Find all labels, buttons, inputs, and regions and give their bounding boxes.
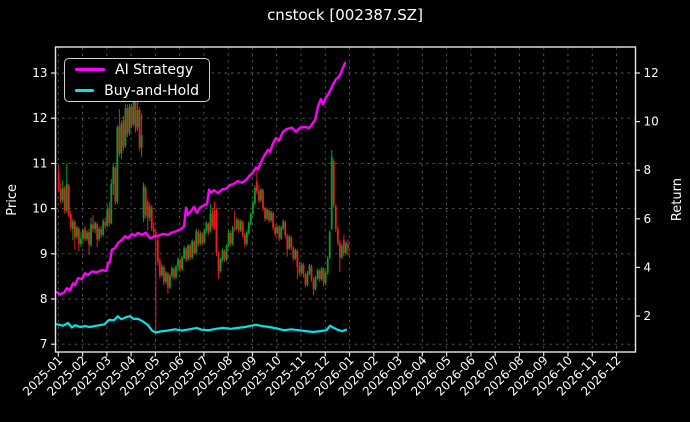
svg-text:4: 4	[644, 260, 652, 274]
y-axis-label-right-wrap: Return	[670, 47, 685, 352]
svg-text:9: 9	[40, 247, 48, 261]
svg-text:2: 2	[644, 309, 652, 323]
y-axis-label-price: Price	[5, 183, 20, 216]
svg-text:13: 13	[32, 66, 47, 80]
svg-text:6: 6	[644, 212, 652, 226]
legend-item-buy-and-hold: Buy-and-Hold	[75, 83, 199, 99]
buy-and-hold-line	[55, 315, 347, 334]
legend-label-buy-and-hold: Buy-and-Hold	[104, 82, 199, 99]
candlestick-layer	[57, 96, 349, 332]
chart-title: cnstock [002387.SZ]	[267, 6, 423, 24]
svg-text:12: 12	[32, 111, 47, 125]
plot-frame	[54, 46, 637, 353]
y-axis-label-left-wrap: Price	[5, 47, 20, 352]
svg-text:8: 8	[40, 292, 48, 306]
buy-and-hold-line-swatch	[75, 88, 95, 93]
svg-text:7: 7	[40, 337, 48, 351]
legend-item-ai-strategy: AI Strategy	[75, 62, 199, 78]
ai-strategy-line	[55, 61, 347, 296]
y-axis-label-return: Return	[670, 177, 685, 222]
svg-text:12: 12	[644, 66, 659, 80]
legend-label-ai-strategy: AI Strategy	[115, 61, 194, 78]
gridlines	[55, 47, 636, 352]
legend: AI Strategy Buy-and-Hold	[64, 58, 210, 102]
axis-ticks-and-labels: 78910111213246810122025-012025-022025-03…	[20, 66, 659, 399]
svg-text:10: 10	[644, 115, 659, 129]
ai-strategy-line-swatch	[75, 67, 105, 72]
svg-text:8: 8	[644, 163, 652, 177]
svg-text:11: 11	[32, 156, 47, 170]
svg-text:10: 10	[32, 202, 47, 216]
